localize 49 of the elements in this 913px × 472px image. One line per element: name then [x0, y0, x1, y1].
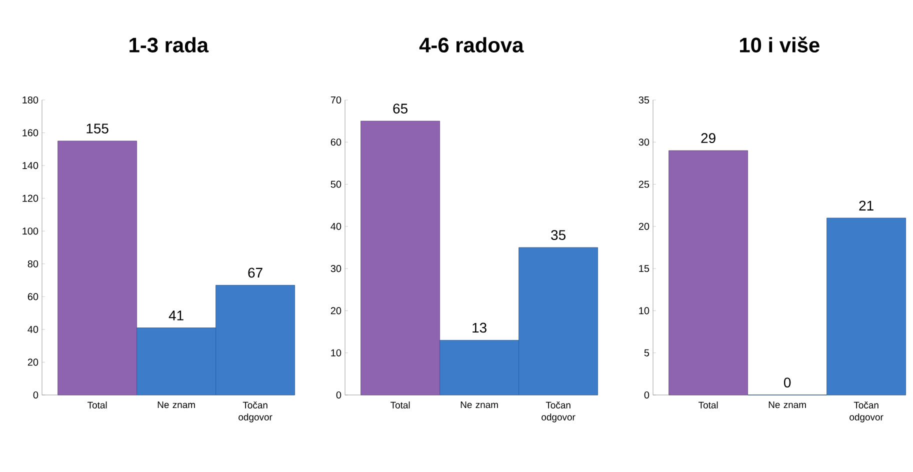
y-tick-label: 30 [638, 138, 650, 146]
x-tick-label: Točan odgovor [238, 402, 272, 422]
data-label: 67 [248, 268, 262, 278]
bar [58, 140, 138, 396]
y-tick-label: 30 [330, 265, 342, 272]
data-label: 29 [701, 133, 716, 144]
y-tick-label: 25 [638, 180, 650, 188]
data-label: 0 [784, 378, 791, 388]
y-tick-label: 160 [22, 129, 38, 136]
y-tick-label: 50 [330, 180, 342, 188]
y-tick-label: 0 [33, 391, 38, 399]
data-label: 35 [551, 230, 566, 240]
x-tick-label: Ne znam [768, 402, 806, 408]
data-label: 21 [859, 200, 874, 210]
y-tick-label: 70 [330, 96, 342, 104]
x-tick-label: Total [698, 402, 718, 408]
y-tick-label: 60 [330, 138, 342, 146]
y-tick-label: 120 [22, 194, 38, 202]
y-tick-label: 140 [22, 162, 38, 170]
y-tick-label: 0 [644, 391, 650, 399]
bar [360, 120, 440, 396]
y-tick-label: 80 [28, 260, 38, 268]
y-tick-label: 20 [638, 222, 650, 230]
x-tick-label: Točan odgovor [542, 402, 576, 422]
y-tick-label: 10 [639, 307, 650, 314]
y-tick-label: 100 [22, 228, 38, 235]
chart-title: 10 i više [740, 36, 820, 52]
data-label: 155 [86, 124, 108, 134]
y-tick-label: 20 [28, 358, 38, 366]
x-tick-label: Total [390, 402, 410, 408]
y-tick-label: 10 [331, 349, 342, 356]
data-label: 41 [168, 310, 184, 320]
y-tick-label: 20 [330, 307, 342, 314]
y-tick-label: 60 [28, 293, 38, 300]
x-tick-label: Ne znam [158, 402, 195, 408]
x-tick-label: Ne znam [460, 402, 498, 408]
y-tick-label: 5 [644, 349, 650, 356]
y-tick-label: 35 [638, 96, 650, 104]
x-tick-label: Total [88, 402, 107, 408]
data-label: 13 [472, 322, 486, 333]
y-tick-label: 180 [22, 96, 38, 104]
x-tick-label: Točan odgovor [850, 402, 884, 422]
chart-title: 1-3 rada [130, 37, 209, 52]
y-tick-label: 40 [28, 326, 38, 333]
chart-title: 4-6 radova [419, 37, 524, 52]
y-tick-label: 0 [336, 391, 342, 399]
y-tick-label: 40 [330, 222, 342, 230]
data-label: 65 [393, 104, 408, 114]
y-tick-label: 15 [639, 265, 650, 272]
